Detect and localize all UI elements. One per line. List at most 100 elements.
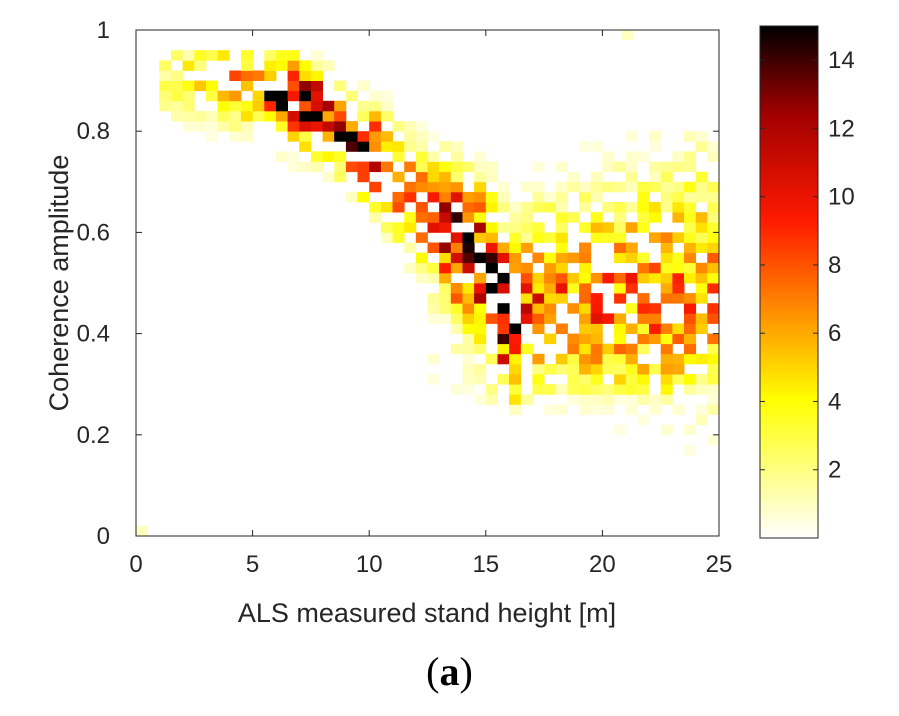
- heatmap-cell: [369, 202, 382, 213]
- heatmap-cell: [287, 131, 300, 142]
- heatmap-cell: [520, 394, 533, 405]
- heatmap-cell: [206, 50, 219, 61]
- heatmap-cell: [450, 212, 463, 223]
- heatmap-cell: [159, 80, 172, 92]
- heatmap-cell: [649, 404, 662, 415]
- heatmap-cell: [450, 323, 463, 334]
- heatmap-cell: [625, 252, 638, 264]
- heatmap-cell: [520, 343, 533, 355]
- heatmap-cell: [660, 343, 673, 355]
- heatmap-cell: [439, 161, 452, 173]
- heatmap-cell: [672, 202, 685, 213]
- heatmap-cell: [637, 374, 650, 385]
- heatmap-cell: [544, 252, 557, 264]
- heatmap-cell: [275, 121, 288, 132]
- heatmap-cell: [649, 262, 662, 274]
- heatmap-cell: [392, 202, 405, 213]
- heatmap-cell: [695, 212, 708, 223]
- heatmap-cell: [474, 283, 487, 294]
- heatmap-cell: [369, 100, 382, 112]
- heatmap-cell: [252, 70, 265, 81]
- heatmap-cell: [614, 242, 627, 253]
- heatmap-cell: [695, 414, 708, 426]
- heatmap-cell: [474, 313, 487, 324]
- heatmap-cell: [520, 283, 533, 294]
- heatmap-cell: [660, 181, 673, 193]
- heatmap-cell: [695, 404, 708, 415]
- heatmap-cell: [614, 283, 627, 294]
- heatmap-cell: [590, 141, 603, 152]
- heatmap-cell: [707, 394, 720, 405]
- heatmap-cell: [334, 100, 347, 112]
- heatmap-cell: [159, 70, 172, 81]
- heatmap-cell: [637, 343, 650, 355]
- heatmap-cell: [602, 353, 615, 365]
- heatmap-cell: [555, 283, 568, 294]
- heatmap-cell: [392, 121, 405, 132]
- heatmap-cell: [450, 191, 463, 203]
- heatmap-cell: [194, 80, 207, 92]
- heatmap-cell: [625, 364, 638, 375]
- heatmap-cell: [544, 404, 557, 415]
- heatmap-cell: [625, 171, 638, 183]
- heatmap-cell: [392, 232, 405, 243]
- heatmap-cell: [532, 232, 545, 243]
- heatmap-cell: [369, 111, 382, 122]
- heatmap-cell: [684, 191, 697, 203]
- heatmap-cell: [602, 202, 615, 213]
- heatmap-cell: [240, 70, 253, 81]
- heatmap-cell: [485, 242, 498, 253]
- heatmap-cell: [252, 90, 265, 102]
- heatmap-cell: [614, 323, 627, 334]
- heatmap-cell: [217, 50, 230, 61]
- heatmap-cell: [287, 151, 300, 162]
- heatmap-cell: [462, 374, 475, 385]
- heatmap-cell: [707, 202, 720, 213]
- figure-caption: (a): [0, 648, 899, 695]
- heatmap-cell: [229, 70, 242, 81]
- heatmap-cell: [322, 131, 335, 142]
- heatmap-cell: [637, 222, 650, 233]
- heatmap-cell: [707, 374, 720, 385]
- heatmap-cell: [485, 313, 498, 324]
- heatmap-cell: [695, 272, 708, 284]
- heatmap-cell: [310, 90, 323, 102]
- heatmap-cell: [497, 242, 510, 253]
- heatmap-cell: [462, 384, 475, 395]
- heatmap-cell: [217, 90, 230, 102]
- heatmap-cell: [439, 303, 452, 314]
- heatmap-cell: [439, 202, 452, 213]
- heatmap-cell: [590, 343, 603, 355]
- heatmap-cell: [485, 283, 498, 294]
- heatmap-cell: [159, 60, 172, 71]
- heatmap-cell: [509, 222, 522, 233]
- heatmap-cell: [660, 364, 673, 375]
- heatmap-cell: [672, 323, 685, 334]
- heatmap-cell: [520, 181, 533, 193]
- heatmap-cell: [299, 100, 312, 112]
- heatmap-cell: [497, 272, 510, 284]
- heatmap-cell: [532, 283, 545, 294]
- heatmap-cell: [287, 50, 300, 61]
- heatmap-cell: [649, 364, 662, 375]
- heatmap-cell: [357, 171, 370, 183]
- heatmap-cell: [555, 242, 568, 253]
- heatmap-cell: [707, 353, 720, 365]
- heatmap-cell: [532, 181, 545, 193]
- colorbar: [759, 25, 819, 539]
- heatmap-cell: [684, 202, 697, 213]
- heatmap-cell: [649, 161, 662, 173]
- heatmap-cell: [649, 303, 662, 314]
- heatmap-cell: [427, 222, 440, 233]
- x-tick-label: 15: [472, 551, 499, 578]
- heatmap-cell: [625, 161, 638, 173]
- heatmap-cell: [614, 374, 627, 385]
- heatmap-cell: [579, 384, 592, 395]
- heatmap-cell: [544, 333, 557, 345]
- heatmap-cell: [206, 111, 219, 122]
- heatmap-cell: [660, 374, 673, 385]
- heatmap-cell: [485, 262, 498, 274]
- heatmap-cell: [509, 343, 522, 355]
- heatmap-cell: [287, 121, 300, 132]
- heatmap-cell: [206, 80, 219, 92]
